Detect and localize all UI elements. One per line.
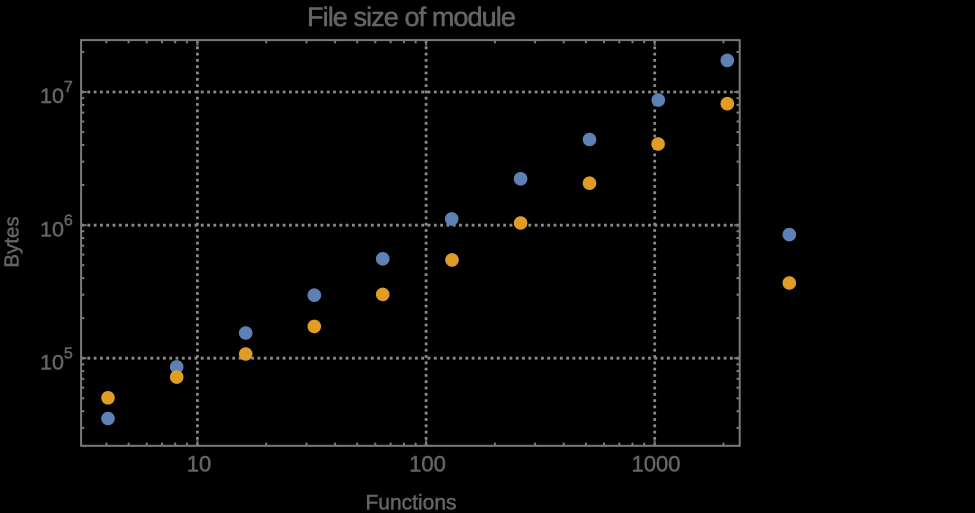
svg-text:File size of module: File size of module bbox=[307, 2, 515, 32]
svg-text:100: 100 bbox=[409, 452, 446, 477]
svg-text:Bytes: Bytes bbox=[1, 216, 24, 267]
svg-text:Functions: Functions bbox=[365, 492, 456, 513]
svg-text:10: 10 bbox=[187, 452, 211, 477]
svg-text:1000: 1000 bbox=[632, 452, 681, 477]
